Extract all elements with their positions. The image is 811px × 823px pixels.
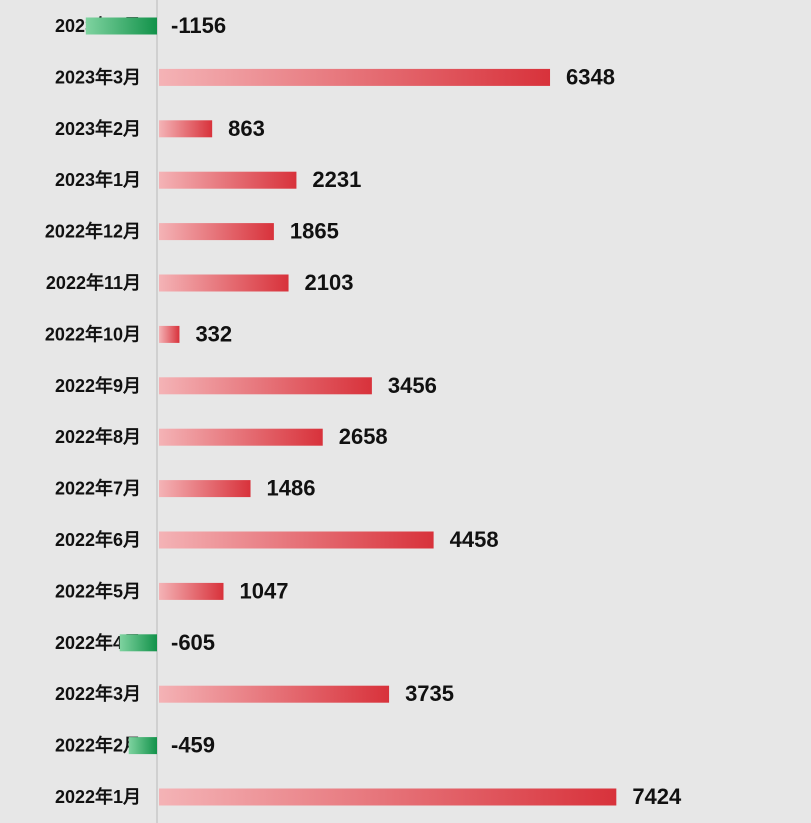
category-label: 2022年9月 xyxy=(55,375,141,396)
bar-positive xyxy=(159,428,323,446)
bar-positive xyxy=(159,377,372,395)
bar-positive xyxy=(159,325,180,343)
bar-negative xyxy=(85,17,157,35)
value-label: -459 xyxy=(171,733,215,758)
value-label: 332 xyxy=(195,321,232,346)
category-label: 2023年3月 xyxy=(55,66,141,87)
bar-negative xyxy=(119,634,157,652)
bar-positive xyxy=(159,171,297,189)
bar-positive xyxy=(159,223,274,241)
bar-positive xyxy=(159,68,551,86)
category-label: 2022年1月 xyxy=(55,786,141,807)
bar-positive xyxy=(159,531,434,549)
category-label: 2022年12月 xyxy=(45,221,141,242)
value-label: 2231 xyxy=(312,167,361,192)
bar-positive xyxy=(159,480,251,498)
value-label: -1156 xyxy=(171,13,226,38)
bar-positive xyxy=(159,788,617,806)
category-label: 2022年4月 xyxy=(55,632,141,653)
category-label: 2022年7月 xyxy=(55,478,141,499)
bar-positive xyxy=(159,120,213,138)
value-label: 1865 xyxy=(290,219,339,244)
category-label: 2022年10月 xyxy=(45,323,141,344)
category-label: 2022年3月 xyxy=(55,683,141,704)
category-label: 2022年6月 xyxy=(55,529,141,550)
value-label: 1047 xyxy=(239,578,288,603)
category-label: 2022年11月 xyxy=(46,272,141,293)
category-label: 2023年2月 xyxy=(55,118,141,139)
value-label: -605 xyxy=(171,630,215,655)
value-label: 2103 xyxy=(305,270,354,295)
category-label: 2022年2月 xyxy=(55,735,141,756)
bar-positive xyxy=(159,274,289,292)
bar-positive xyxy=(159,685,390,703)
value-label: 2658 xyxy=(339,424,388,449)
category-label: 2023年1月 xyxy=(55,169,141,190)
category-label: 2022年8月 xyxy=(55,426,141,447)
value-label: 7424 xyxy=(632,784,682,809)
bar-positive xyxy=(159,582,224,600)
value-label: 1486 xyxy=(267,476,316,501)
value-label: 863 xyxy=(228,116,265,141)
chart-marks: 2023年4月-11562023年3月63482023年2月8632023年1月… xyxy=(45,13,682,809)
value-label: 4458 xyxy=(450,527,499,552)
bar-negative xyxy=(128,737,157,755)
value-label: 6348 xyxy=(566,64,615,89)
value-label: 3735 xyxy=(405,681,454,706)
value-label: 3456 xyxy=(388,373,437,398)
category-label: 2022年5月 xyxy=(55,580,141,601)
